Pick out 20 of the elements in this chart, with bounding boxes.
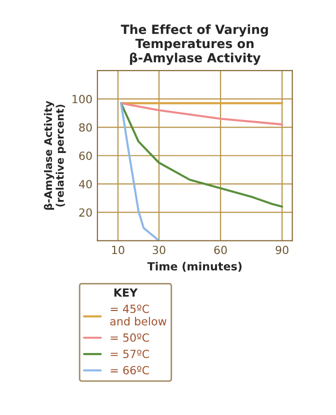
- y-tick-label: 40: [78, 180, 92, 188]
- x-tick-label: 90: [276, 246, 288, 254]
- y-tick-label: 100: [72, 94, 92, 104]
- y-tick-label: 60: [79, 152, 92, 160]
- y-axis-title: β-Amylase Activity (relative percent): [44, 100, 66, 210]
- legend-label: = 66ºC: [110, 366, 149, 374]
- legend-label: = 57ºC: [110, 350, 149, 358]
- line-series: [120, 102, 284, 208]
- y-tick-label: 80: [79, 123, 92, 132]
- line-series: [120, 102, 284, 126]
- line-series: [120, 102, 160, 241]
- x-tick-label: 60: [214, 246, 227, 254]
- x-tick-label: 30: [152, 246, 166, 254]
- legend-label: = 45ºC and below: [110, 304, 166, 326]
- legend-label: = 50ºC: [110, 333, 149, 342]
- chart-title: The Effect of Varying Temperatures on β-Amylase Activity: [120, 24, 268, 65]
- legend-title: KEY: [114, 288, 138, 297]
- x-tick-label: 10: [112, 246, 124, 254]
- y-tick-label: 20: [79, 208, 92, 217]
- x-axis-title: Time (minutes): [147, 262, 242, 272]
